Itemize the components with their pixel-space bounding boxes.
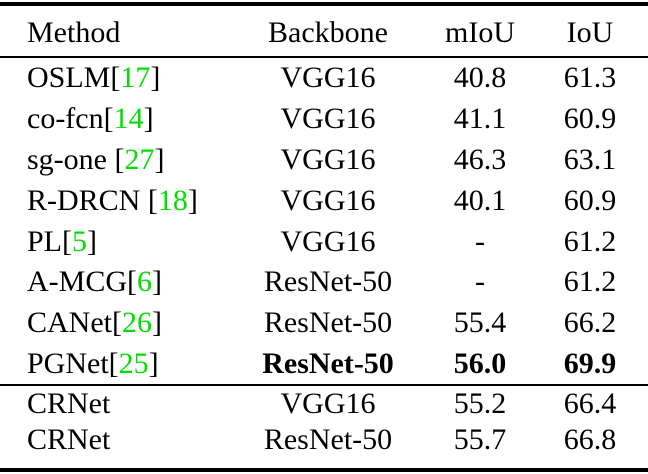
citation-ref[interactable]: 27 xyxy=(124,142,155,176)
method-cell: OSLM[17] xyxy=(27,61,161,95)
miou-cell: 41.1 xyxy=(453,102,507,136)
iou-cell: 66.4 xyxy=(563,387,617,421)
header-method: Method xyxy=(27,15,121,49)
table-row: OSLM[17] VGG16 40.8 61.3 xyxy=(0,58,648,99)
backbone-cell: ResNet-50 xyxy=(263,306,393,340)
citation-ref[interactable]: 14 xyxy=(113,102,144,136)
citation-ref[interactable]: 17 xyxy=(120,61,151,95)
miou-cell: 56.0 xyxy=(453,346,507,380)
table-body-section: OSLM[17] VGG16 40.8 61.3 co-fcn[14] VGG16 41.1… xyxy=(0,58,648,384)
table-row: CRNet ResNet-50 55.7 66.8 xyxy=(0,422,648,458)
table-row: CRNet VGG16 55.2 66.4 xyxy=(0,386,648,422)
section-divider-rule xyxy=(0,384,648,387)
table-bottom-rule xyxy=(0,468,648,473)
miou-cell: - xyxy=(475,265,485,299)
miou-cell: 55.4 xyxy=(453,306,507,340)
miou-cell: 55.2 xyxy=(453,387,507,421)
iou-cell: 60.9 xyxy=(563,102,617,136)
method-cell: PGNet[25] xyxy=(27,346,159,380)
iou-cell: 63.1 xyxy=(563,142,617,176)
method-cell: R-DRCN [18] xyxy=(27,183,198,217)
table-row: PGNet[25] ResNet-50 56.0 69.9 xyxy=(0,344,648,385)
backbone-cell: VGG16 xyxy=(280,387,376,421)
header-iou: IoU xyxy=(566,15,614,49)
backbone-cell: VGG16 xyxy=(280,102,376,136)
iou-cell: 61.3 xyxy=(563,61,617,95)
citation-ref[interactable]: 18 xyxy=(157,183,188,217)
iou-cell: 66.8 xyxy=(563,422,617,456)
method-cell: A-MCG[6] xyxy=(27,265,163,299)
miou-cell: 55.7 xyxy=(453,422,507,456)
table-header-row: Method Backbone mIoU IoU xyxy=(0,6,648,56)
header-backbone: Backbone xyxy=(268,15,388,49)
iou-cell: 66.2 xyxy=(563,306,617,340)
iou-cell: 61.2 xyxy=(563,224,617,258)
citation-ref[interactable]: 6 xyxy=(137,265,153,299)
miou-cell: 40.1 xyxy=(453,183,507,217)
table-row: PL[5] VGG16 - 61.2 xyxy=(0,221,648,262)
miou-cell: - xyxy=(475,224,485,258)
miou-cell: 40.8 xyxy=(453,61,507,95)
citation-ref[interactable]: 25 xyxy=(118,346,149,380)
iou-cell: 60.9 xyxy=(563,183,617,217)
header-divider-rule xyxy=(0,56,648,58)
header-miou: mIoU xyxy=(445,15,515,49)
backbone-cell: VGG16 xyxy=(280,224,376,258)
method-cell: sg-one [27] xyxy=(27,142,165,176)
table-row: co-fcn[14] VGG16 41.1 60.9 xyxy=(0,99,648,140)
table-top-rule xyxy=(0,2,648,6)
citation-ref[interactable]: 5 xyxy=(72,224,88,258)
iou-cell: 61.2 xyxy=(563,265,617,299)
table-row: CANet[26] ResNet-50 55.4 66.2 xyxy=(0,303,648,344)
iou-cell: 69.9 xyxy=(563,346,617,380)
backbone-cell: ResNet-50 xyxy=(263,422,393,456)
backbone-cell: VGG16 xyxy=(280,61,376,95)
backbone-cell: VGG16 xyxy=(280,183,376,217)
method-cell: CRNet xyxy=(27,422,111,456)
backbone-cell: ResNet-50 xyxy=(262,346,394,380)
backbone-cell: ResNet-50 xyxy=(263,265,393,299)
table-row: sg-one [27] VGG16 46.3 63.1 xyxy=(0,140,648,181)
table-ours-section: CRNet VGG16 55.2 66.4 CRNet ResNet-50 55.7 66.8 xyxy=(0,386,648,457)
miou-cell: 46.3 xyxy=(453,142,507,176)
method-cell: CRNet xyxy=(27,387,111,421)
method-cell: CANet[26] xyxy=(27,306,162,340)
citation-ref[interactable]: 26 xyxy=(122,306,152,340)
backbone-cell: VGG16 xyxy=(280,142,376,176)
method-cell: co-fcn[14] xyxy=(27,102,154,136)
table-row: R-DRCN [18] VGG16 40.1 60.9 xyxy=(0,180,648,221)
method-cell: PL[5] xyxy=(27,224,98,258)
table-row: A-MCG[6] ResNet-50 - 61.2 xyxy=(0,262,648,303)
